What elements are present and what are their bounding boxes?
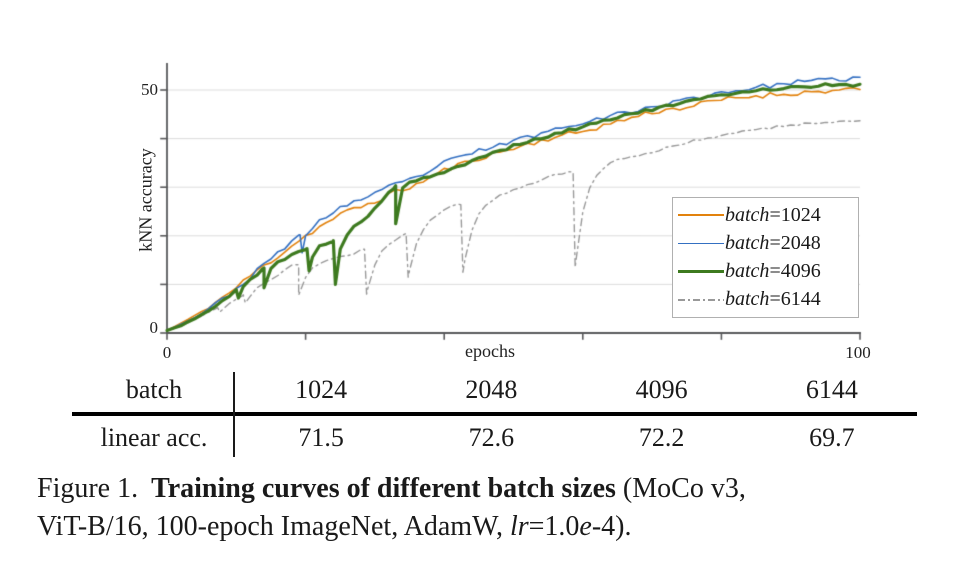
table-header-6144: 6144: [805, 375, 858, 404]
table-cell-linear-acc-label: linear acc.: [100, 423, 208, 452]
legend-line-sample-gray: [678, 299, 724, 301]
table-vertical-rule: [233, 372, 235, 457]
table-cell-acc-4096: 72.2: [638, 423, 685, 452]
table-header-2048: 2048: [465, 375, 518, 404]
caption-lr-var: lr: [509, 511, 529, 542]
legend-line-sample-green: [678, 270, 724, 274]
table-cell-acc-1024: 71.5: [298, 423, 344, 452]
table-header-row: batch 1024 2048 4096 6144: [72, 368, 917, 416]
table-header-batch: batch: [125, 375, 183, 404]
caption-text-line2: ViT-B/16, 100-epoch ImageNet, AdamW,: [37, 511, 510, 542]
legend-row-batch-2048: batch=2048: [678, 229, 853, 257]
legend-row-batch-4096: batch=4096: [678, 258, 853, 286]
results-table: batch 1024 2048 4096 6144 linear acc. 71…: [72, 368, 917, 460]
caption-bold-text: Training curves of different batch sizes: [151, 473, 616, 504]
legend-line-sample-orange: [678, 214, 724, 216]
y-axis-label: kNN accuracy: [135, 148, 156, 252]
table-cell-acc-2048: 72.6: [468, 423, 515, 452]
legend-row-batch-6144: batch=6144: [678, 286, 853, 314]
x-tick-label-100: 100: [845, 343, 871, 362]
legend-row-batch-1024: batch=1024: [678, 201, 853, 229]
figure-caption: Figure 1. Training curves of different ba…: [37, 473, 746, 542]
table-cell-acc-6144: 69.7: [809, 423, 855, 452]
legend-label-batch-4096: batch: [725, 260, 770, 283]
legend-label-batch-6144: batch: [725, 288, 770, 311]
legend-label-batch-1024: batch: [725, 203, 770, 226]
y-tick-label-50: 50: [141, 80, 158, 99]
legend-line-sample-blue: [678, 242, 724, 245]
caption-text: (MoCo v3,: [622, 473, 746, 504]
x-axis-label: epochs: [465, 341, 515, 361]
figure-number: Figure 1.: [37, 473, 139, 504]
table-row-linear-acc: linear acc. 71.5 72.6 72.2 69.7: [72, 416, 917, 460]
y-tick-label-0: 0: [149, 318, 159, 337]
table-header-1024: 1024: [295, 375, 348, 404]
table-header-4096: 4096: [635, 375, 688, 404]
caption-e-var: e: [579, 511, 592, 542]
x-tick-label-0: 0: [162, 343, 172, 362]
legend-label-batch-2048: batch: [725, 231, 770, 254]
legend: batch=1024 batch=2048 batch=4096 batch=6…: [672, 197, 859, 318]
